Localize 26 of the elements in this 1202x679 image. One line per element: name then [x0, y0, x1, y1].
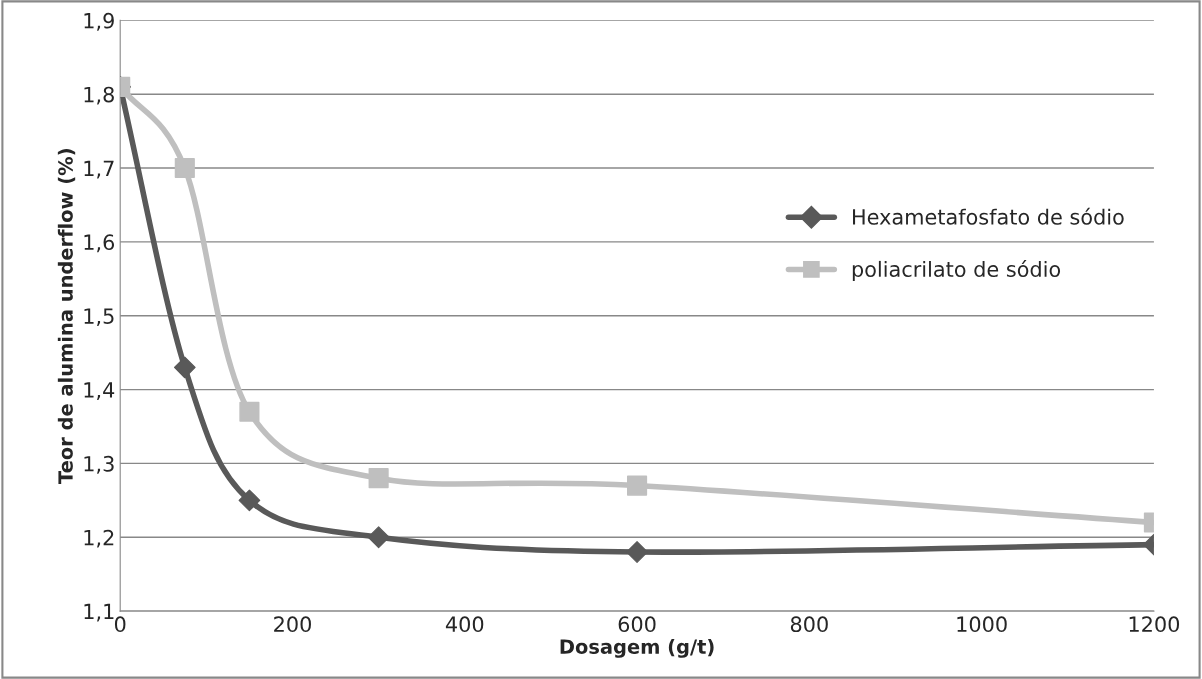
- x-tick-label: 800: [790, 616, 828, 633]
- point: [173, 356, 196, 379]
- x-axis-title: Dosagem (g/t): [560, 638, 714, 658]
- point: [367, 526, 390, 549]
- y-tick-label: 1,8: [84, 86, 114, 105]
- y-tick-label: 1,2: [84, 529, 114, 548]
- y-tick-label: 1,5: [84, 308, 114, 327]
- legend-label: Hexametafosfato de sódio: [853, 207, 1124, 225]
- legend-label: poliacrilato de sódio: [852, 260, 1061, 282]
- point: [238, 489, 261, 512]
- x-tick-label: 1200: [1129, 616, 1180, 633]
- point: [174, 157, 195, 179]
- y-tick-label: 1,9: [84, 12, 114, 31]
- x-tick-label: 200: [274, 616, 311, 633]
- x-tick-label: 0: [114, 616, 126, 633]
- point: [368, 468, 389, 489]
- x-tick-label: 400: [445, 616, 484, 633]
- y-tick-label: 1,3: [84, 455, 114, 474]
- y-tick-label: 1,4: [84, 382, 115, 400]
- y-tick-label: 1,1: [84, 603, 114, 622]
- y-axis-title: Teor de alumina underflow (%): [57, 149, 76, 484]
- point: [239, 401, 260, 422]
- y-tick-label: 1,6: [84, 234, 115, 253]
- x-tick-label: 600: [618, 616, 656, 633]
- x-tick-label: 1000: [957, 616, 1007, 633]
- y-tick-label: 1,7: [84, 160, 114, 179]
